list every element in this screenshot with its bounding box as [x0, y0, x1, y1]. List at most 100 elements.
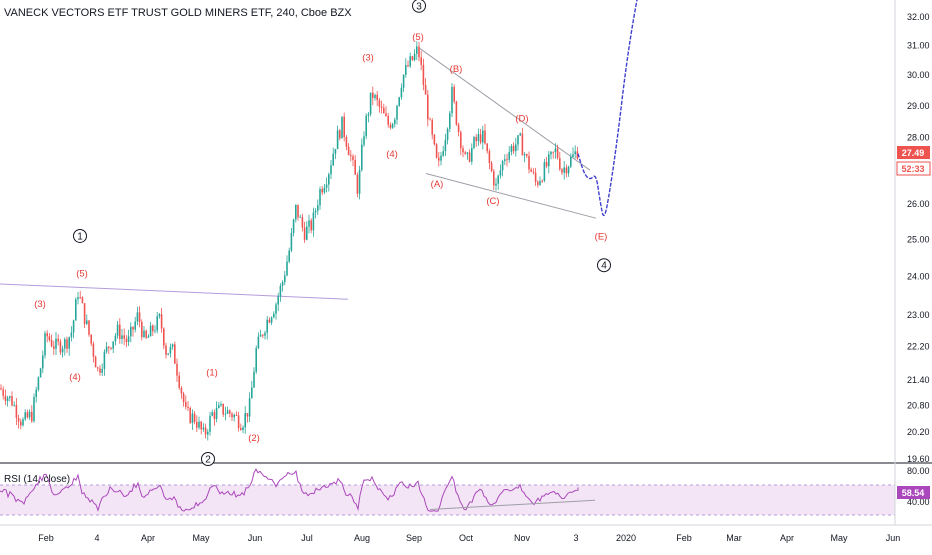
wave-circles: 1 2 3 4 — [73, 0, 611, 466]
time-tick-label: Mar — [726, 533, 742, 543]
price-tick-label: 23.00 — [907, 310, 930, 320]
candle — [356, 172, 359, 198]
candle — [372, 86, 374, 106]
candle — [26, 409, 29, 419]
candle — [471, 143, 473, 165]
candle — [457, 122, 460, 137]
time-tick-label: 4 — [94, 533, 99, 543]
wave-circle: 4 — [597, 258, 611, 273]
candle — [405, 58, 407, 78]
candle — [466, 151, 469, 160]
candle — [572, 147, 574, 158]
time-tick-label: 3 — [573, 533, 578, 543]
projection-path — [577, 0, 638, 217]
candle — [262, 333, 264, 339]
candle — [541, 179, 543, 183]
candle — [187, 401, 189, 411]
candle — [411, 55, 414, 61]
wave-circle-label: 2 — [205, 455, 211, 466]
time-tick-label: Jul — [301, 533, 313, 543]
candle — [526, 153, 528, 159]
candle — [255, 345, 257, 374]
candle — [501, 159, 504, 177]
wave-label: (A) — [431, 179, 444, 190]
candle — [64, 337, 66, 356]
candle — [66, 336, 68, 353]
candle — [328, 172, 330, 192]
candle — [160, 307, 163, 333]
candle — [11, 391, 13, 407]
candle — [178, 371, 180, 390]
candle — [343, 112, 345, 142]
candle — [4, 389, 7, 406]
candle — [125, 335, 128, 348]
candle — [354, 155, 356, 175]
candle — [484, 123, 486, 145]
candle — [134, 316, 136, 333]
candle — [42, 350, 44, 374]
candle — [543, 158, 546, 183]
candle — [277, 292, 279, 312]
candle — [154, 325, 156, 334]
candle — [31, 405, 33, 423]
time-tick-label: Apr — [780, 533, 794, 543]
candle — [537, 180, 539, 188]
candle — [156, 311, 158, 334]
candle — [158, 312, 161, 319]
wave-label: (4) — [69, 372, 81, 383]
candle — [174, 341, 176, 364]
candle — [110, 347, 112, 350]
candle — [176, 358, 178, 382]
candle — [39, 367, 42, 378]
candle — [495, 178, 497, 191]
candle — [92, 341, 95, 363]
candle — [231, 412, 233, 422]
time-tick-label: Apr — [141, 533, 155, 543]
candle — [464, 150, 466, 155]
price-tick-label: 24.00 — [907, 271, 930, 281]
candle — [20, 418, 22, 430]
candle — [308, 214, 310, 234]
candle — [15, 398, 18, 426]
candle — [235, 411, 238, 417]
candle — [147, 334, 150, 338]
candle — [240, 423, 242, 431]
candle — [532, 168, 535, 175]
candle — [61, 345, 64, 358]
candle — [559, 151, 561, 171]
candle — [145, 329, 147, 340]
candle — [565, 164, 568, 178]
candle — [567, 165, 570, 177]
countdown-value: 52:33 — [901, 164, 924, 174]
candle — [211, 409, 213, 417]
candle — [59, 339, 62, 356]
price-tick-label: 19.60 — [907, 454, 930, 464]
candle — [50, 334, 53, 348]
candle — [367, 111, 370, 123]
candle — [433, 133, 436, 146]
candle — [2, 386, 4, 400]
candle — [460, 130, 462, 156]
candle — [75, 297, 77, 321]
candle — [101, 363, 103, 377]
price-tick-label: 32.00 — [907, 12, 930, 22]
candle — [512, 142, 515, 155]
candle — [204, 423, 207, 439]
candle — [116, 320, 119, 339]
candle — [574, 145, 576, 159]
candle — [292, 218, 295, 237]
candle — [334, 148, 337, 160]
candle — [185, 395, 187, 410]
candle — [488, 148, 491, 170]
candle — [508, 146, 510, 163]
candle — [477, 128, 480, 147]
wave-circle-label: 3 — [416, 1, 422, 12]
candle — [242, 425, 244, 434]
candle — [576, 146, 579, 160]
candle — [429, 117, 431, 121]
time-tick-label: 2020 — [616, 533, 636, 543]
candle — [490, 160, 493, 173]
price-tick-label: 26.00 — [907, 199, 930, 209]
candle — [0, 384, 2, 391]
candle — [248, 392, 251, 422]
